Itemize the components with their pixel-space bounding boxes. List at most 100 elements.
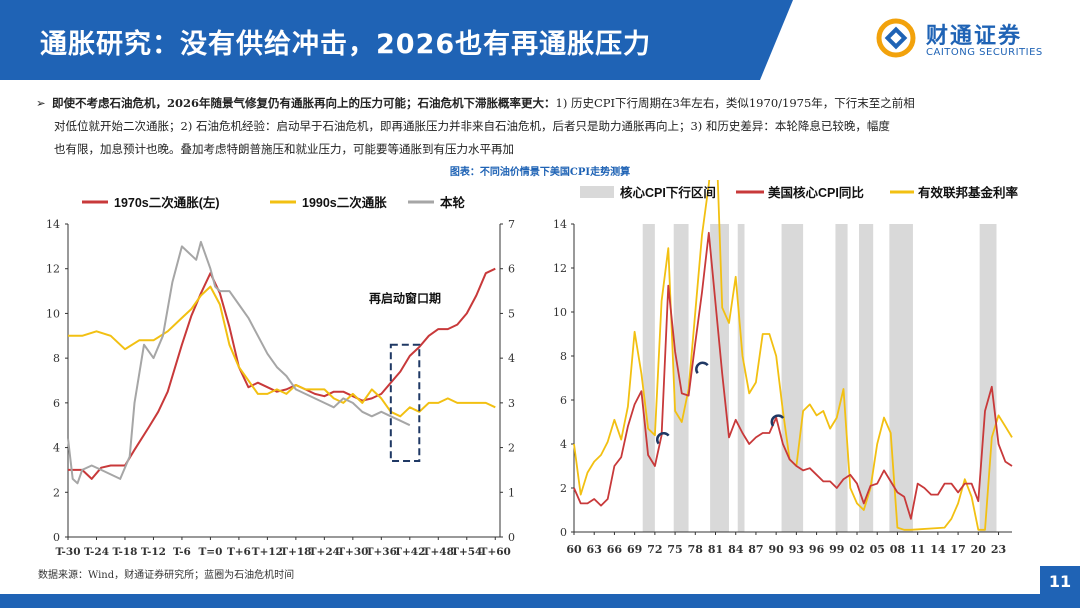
shaded-downcycle xyxy=(781,224,804,532)
restart-window-box xyxy=(389,343,421,462)
y-tick-label-right: 0 xyxy=(508,531,515,544)
y-tick-label: 2 xyxy=(560,482,567,495)
y-tick-label: 14 xyxy=(553,218,567,231)
x-tick-label: 99 xyxy=(829,543,844,556)
y-tick-label-left: 12 xyxy=(46,263,60,276)
shaded-downcycle xyxy=(859,224,874,532)
shaded-downcycle xyxy=(979,224,997,532)
x-tick-label: T+12 xyxy=(252,546,283,558)
bullet-bold-text: 即使不考虑石油危机，2026年随景气修复仍有通胀再向上的压力可能；石油危机下滞胀… xyxy=(52,96,556,110)
source-note: 数据来源：Wind，财通证券研究所；蓝圈为石油危机时间 xyxy=(38,570,295,581)
y-tick-label-left: 8 xyxy=(53,352,60,365)
y-tick-label: 6 xyxy=(560,394,567,407)
x-tick-label: 81 xyxy=(708,543,723,556)
x-tick-label: T+30 xyxy=(337,546,368,558)
y-tick-label-right: 3 xyxy=(508,397,515,410)
x-tick-label: 14 xyxy=(930,543,946,556)
series-line-1 xyxy=(68,285,496,418)
x-tick-label: 72 xyxy=(647,543,662,556)
bullet-paragraph: ➢ 即使不考虑石油危机，2026年随景气修复仍有通胀再向上的压力可能；石油危机下滞… xyxy=(36,92,1046,161)
header-logo-panel xyxy=(760,0,1080,80)
x-tick-label: T+42 xyxy=(394,546,425,558)
x-tick-label: T+60 xyxy=(480,546,511,558)
x-tick-label: T-18 xyxy=(112,546,137,558)
legend-label-core-cpi: 美国核心CPI同比 xyxy=(768,185,864,200)
series-line-0 xyxy=(68,267,496,480)
x-tick-label: T-12 xyxy=(141,546,166,558)
y-tick-label-left: 0 xyxy=(53,531,60,544)
company-logo: 财通证券 CAITONG SECURITIES xyxy=(876,14,1076,70)
x-tick-label: T-30 xyxy=(55,546,80,558)
x-tick-label: 11 xyxy=(910,543,925,556)
x-tick-label: T+36 xyxy=(366,546,397,558)
y-tick-label-right: 6 xyxy=(508,263,515,276)
x-tick-label: 78 xyxy=(688,543,704,556)
x-tick-label: T+24 xyxy=(309,546,340,558)
legend-label-2: 本轮 xyxy=(440,195,466,210)
x-tick-label: 63 xyxy=(587,543,602,556)
x-tick-label: 90 xyxy=(768,543,784,556)
oil-crisis-marker xyxy=(770,414,785,427)
x-tick-label: 66 xyxy=(607,543,623,556)
x-tick-label: 87 xyxy=(748,543,763,556)
series-line-2 xyxy=(67,240,411,485)
series-line-1 xyxy=(573,180,1013,531)
y-tick-label: 8 xyxy=(560,350,567,363)
x-tick-label: 08 xyxy=(890,543,906,556)
y-tick-label-left: 6 xyxy=(53,397,60,410)
logo-mark-icon xyxy=(876,18,916,58)
shaded-downcycle xyxy=(835,224,848,532)
y-tick-label-right: 2 xyxy=(508,442,515,455)
bullet-line1: 1) 历史CPI下行周期在3年左右，类似1970/1975年，下行末至之前相 xyxy=(555,96,915,110)
legend-label-ffr: 有效联邦基金利率 xyxy=(918,185,1019,200)
x-tick-label: 05 xyxy=(870,543,885,556)
y-tick-label-right: 5 xyxy=(508,307,515,320)
restart-window-label: 再启动窗口期 xyxy=(369,291,441,306)
legend-label-0: 1970s二次通胀(左) xyxy=(114,195,220,210)
y-tick-label: 4 xyxy=(560,438,567,451)
shaded-downcycle xyxy=(737,224,745,532)
x-tick-label: T+54 xyxy=(451,546,482,558)
shaded-downcycle xyxy=(889,224,913,532)
x-tick-label: 96 xyxy=(809,543,825,556)
x-tick-label: 69 xyxy=(627,543,642,556)
y-tick-label-left: 10 xyxy=(46,307,60,320)
y-tick-label-left: 4 xyxy=(53,442,60,455)
y-tick-label-right: 7 xyxy=(508,218,515,231)
y-tick-label: 0 xyxy=(560,526,567,539)
header-bar: 通胀研究：没有供给冲击，2026也有再通胀压力 财通证券 CAITONG SEC… xyxy=(0,0,1080,80)
legend-label-shade: 核心CPI下行区间 xyxy=(620,185,716,200)
y-tick-label-left: 2 xyxy=(53,486,60,499)
oil-crisis-marker xyxy=(655,431,670,445)
legend-swatch-shade xyxy=(580,186,614,198)
x-tick-label: 75 xyxy=(667,543,682,556)
x-tick-label: 60 xyxy=(566,543,582,556)
series-line-0 xyxy=(573,231,1013,520)
footer-bar xyxy=(0,594,1080,608)
y-tick-label: 10 xyxy=(553,306,567,319)
x-tick-label: 20 xyxy=(971,543,987,556)
y-tick-label: 12 xyxy=(553,262,567,275)
x-tick-label: T-24 xyxy=(84,546,109,558)
y-tick-label-left: 14 xyxy=(46,218,60,231)
x-tick-label: T+18 xyxy=(280,546,311,558)
y-tick-label-right: 1 xyxy=(508,486,515,499)
x-tick-label: T=0 xyxy=(198,546,222,558)
x-tick-label: T+48 xyxy=(423,546,454,558)
bullet-line2: 对低位就开始二次通胀；2) 石油危机经验：启动早于石油危机，即再通胀压力并非来自… xyxy=(54,119,890,133)
x-tick-label: T-6 xyxy=(173,546,191,558)
shaded-downcycle xyxy=(642,224,655,532)
legend-label-1: 1990s二次通胀 xyxy=(302,195,387,210)
page-title: 通胀研究：没有供给冲击，2026也有再通胀压力 xyxy=(40,29,652,60)
x-tick-label: 17 xyxy=(950,543,965,556)
logo-text-cn: 财通证券 xyxy=(926,24,1023,49)
x-tick-label: 84 xyxy=(728,543,744,556)
x-tick-label: T+6 xyxy=(227,546,251,558)
chart-right-core-cpi-ffr: 0 2 4 6 8 10 12 14 60 63 66 69 72 75 78 81 84 87 90 93 96 99 0… xyxy=(553,180,1019,556)
oil-crisis-marker xyxy=(695,361,709,374)
y-tick-label-right: 4 xyxy=(508,352,515,365)
x-tick-label: 93 xyxy=(789,543,804,556)
page-number: 11 xyxy=(1040,566,1080,608)
x-tick-label: 23 xyxy=(991,543,1006,556)
